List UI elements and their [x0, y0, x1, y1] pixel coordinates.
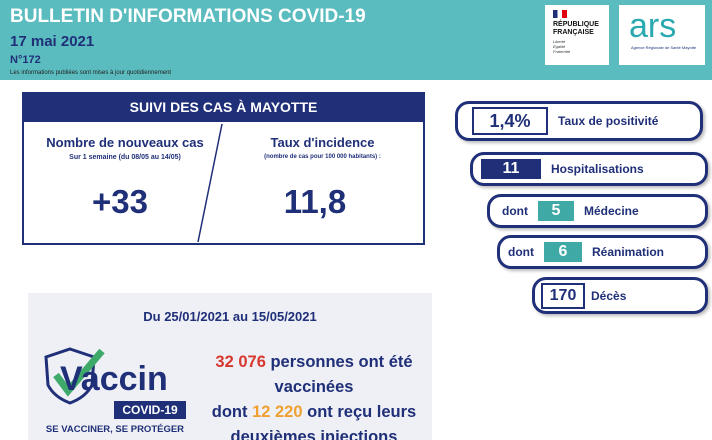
indicator-value: 1,4%	[472, 107, 548, 135]
incidence-label: Taux d'incidence	[270, 135, 375, 150]
indicator-value: 6	[544, 242, 582, 262]
motto: Liberté Égalité Fraternité	[553, 39, 609, 54]
indicator: 1,4% Taux de positivité	[455, 101, 703, 141]
motto-3: Fraternité	[553, 49, 571, 54]
header-date: 17 mai 2021	[10, 33, 95, 50]
vaccin-word: Vaccin	[60, 360, 168, 398]
indicator-value: 170	[541, 282, 585, 309]
indicator: dont 5 Médecine	[487, 194, 708, 228]
new-cases-value: +33	[92, 183, 148, 220]
vaccin-badge: COVID-19	[114, 401, 186, 419]
second-text: ont reçu leurs deuxièmes injections	[230, 403, 417, 440]
ars-text: ars	[629, 7, 677, 45]
flag	[553, 10, 567, 18]
ars-sub: Agence Régionale de Santé Mayotte	[631, 45, 697, 50]
people-count: 32 076	[215, 353, 266, 371]
indicator: dont 6 Réanimation	[497, 235, 708, 269]
vaccination-period: Du 25/01/2021 au 15/05/2021	[143, 309, 317, 324]
cases-title: SUIVI DES CAS À MAYOTTE	[22, 92, 425, 122]
motto-1: Liberté	[553, 39, 566, 44]
indicator-label: Taux de positivité	[558, 114, 659, 128]
indicator-label: Décès	[591, 288, 627, 303]
divider-line	[197, 123, 223, 243]
vaccination-box	[28, 293, 432, 440]
header-note: Les informations publiées sont mises à j…	[10, 70, 172, 76]
header-number: N°172	[10, 54, 41, 66]
shield	[44, 347, 96, 405]
people-text: personnes ont été vaccinées	[270, 353, 413, 396]
new-cases-sublabel: Sur 1 semaine (du 08/05 au 14/05)	[69, 154, 181, 161]
indicator-value: 11	[481, 159, 541, 179]
motto-2: Égalité	[553, 44, 566, 49]
indicator: 11 Hospitalisations	[470, 152, 708, 186]
indicator-label: Hospitalisations	[551, 162, 644, 176]
vaccin-slogan: SE VACCINER, SE PROTÉGER	[45, 424, 185, 435]
indicator-prefix: dont	[502, 204, 528, 218]
republique-text: RÉPUBLIQUE FRANÇAISE	[553, 21, 599, 36]
check	[53, 348, 105, 397]
second-count: 12 220	[252, 403, 303, 421]
indicator-prefix: dont	[508, 245, 534, 259]
shield-icon	[44, 347, 105, 405]
vaccination-text: 32 076 personnes ont été vaccinées dont …	[198, 350, 430, 440]
incidence-value: 11,8	[283, 183, 347, 220]
new-cases-label: Nombre de nouveaux cas	[46, 135, 204, 150]
header-title: BULLETIN D'INFORMATIONS COVID-19	[10, 6, 366, 27]
indicator-value: 5	[538, 201, 574, 221]
logo-ars: ars Agence Régionale de Santé Mayotte	[619, 5, 705, 65]
indicator-label: Médecine	[584, 204, 639, 218]
indicator: 170 Décès	[532, 277, 708, 314]
logo-republique: RÉPUBLIQUE FRANÇAISE Liberté Égalité Fra…	[545, 5, 609, 65]
second-prefix: dont	[211, 403, 248, 421]
indicator-label: Réanimation	[592, 245, 665, 259]
incidence-sublabel: (nombre de cas pour 100 000 habitants) :	[264, 154, 381, 160]
